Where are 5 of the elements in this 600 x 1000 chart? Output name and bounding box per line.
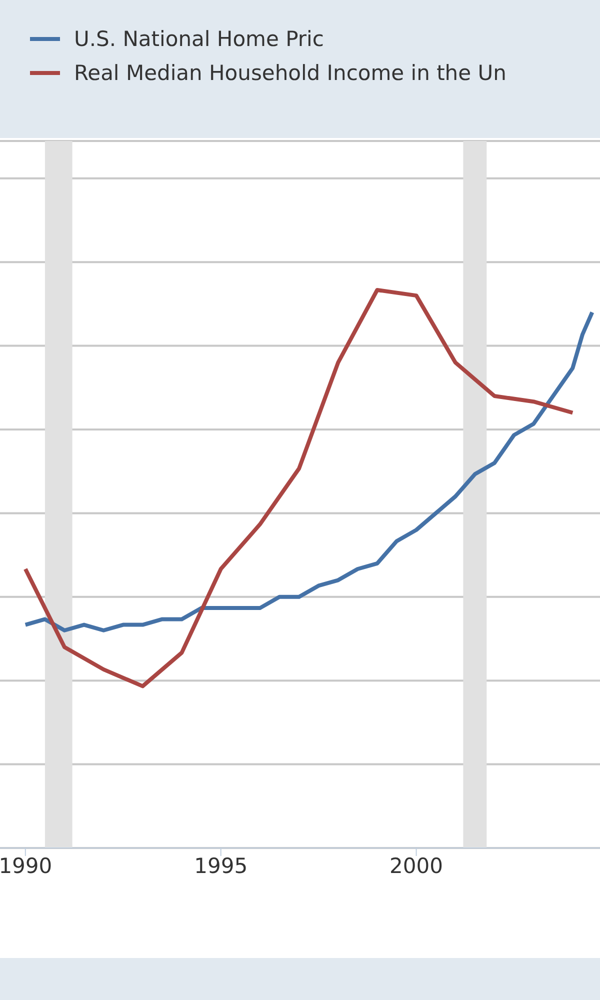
legend-label: Real Median Household Income in the Un — [74, 61, 506, 85]
legend-label: U.S. National Home Pric — [74, 27, 324, 51]
x-tick-label: 2000 — [390, 854, 444, 878]
x-tick-label: 1990 — [0, 854, 52, 878]
x-tick-label: 1995 — [194, 854, 248, 878]
